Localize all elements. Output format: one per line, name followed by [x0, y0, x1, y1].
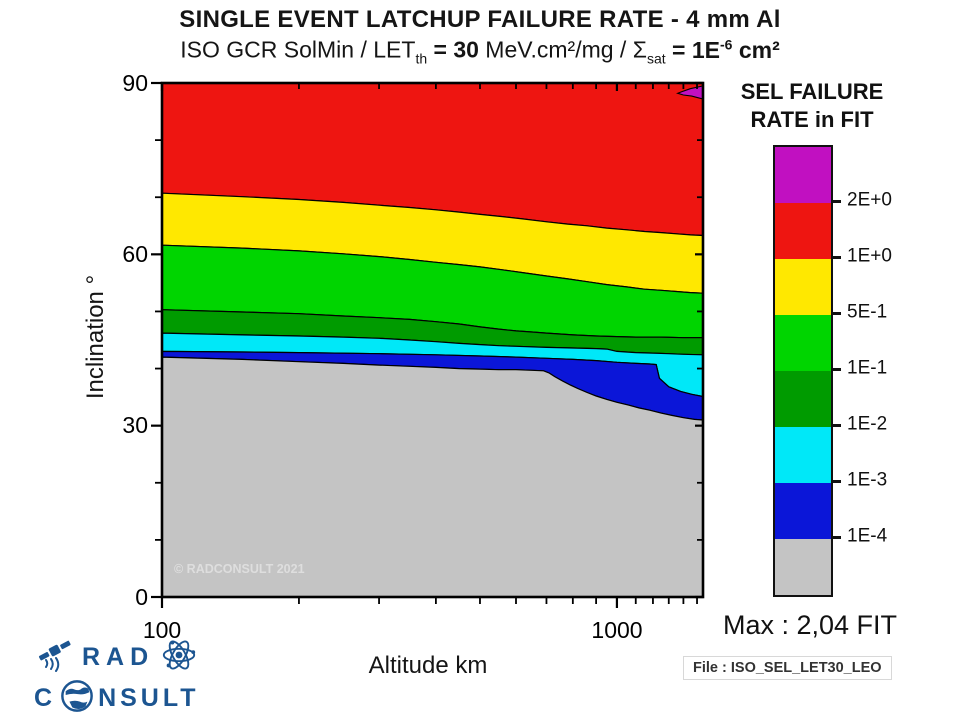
x-axis-title: Altitude km: [368, 652, 488, 679]
legend-tick-label: 1E+0: [847, 245, 892, 267]
contour-region-over-max: [676, 85, 704, 100]
x-tick-label-100: 100: [143, 617, 181, 643]
subtitle-sigma-value: = 1E: [665, 36, 720, 63]
subtitle-sub-sat: sat: [646, 50, 666, 67]
legend-tick-labels: 2E+0 1E+0 5E-1 1E-1 1E-2 1E-3 1E-4: [831, 145, 921, 595]
legend-tick-label: 2E+0: [847, 189, 892, 211]
file-name-box: File : ISO_SEL_LET30_LEO: [683, 656, 892, 680]
legend-segment-2: [775, 259, 831, 315]
legend-tick-mark: [831, 480, 841, 483]
max-value-note: Max : 2,04 FIT: [722, 610, 898, 640]
legend-tick-mark: [831, 312, 841, 315]
y-axis-title: Inclination °: [82, 274, 109, 400]
chart-title: SINGLE EVENT LATCHUP FAILURE RATE - 4 mm…: [179, 6, 781, 33]
logo-word-rad: RAD: [82, 643, 155, 671]
globe-icon: [60, 679, 94, 718]
x-tick-label-1000: 1000: [591, 617, 642, 643]
contour-plot: 90 60 30 0 100 1000 © RADCONSULT 2021: [122, 70, 705, 643]
legend-segment-5: [775, 427, 831, 483]
contour-band-below-1E-4: [161, 356, 704, 598]
legend-title-line1: SEL FAILURE: [740, 79, 884, 104]
legend-tick-mark: [831, 200, 841, 203]
subtitle-text: ISO GCR SolMin / LET: [180, 36, 416, 63]
legend-tick-label: 1E-4: [847, 525, 888, 547]
legend-segment-3: [775, 315, 831, 371]
legend-colorbar: [773, 145, 833, 597]
y-tick-label-30: 30: [122, 412, 148, 438]
chart-subtitle: ISO GCR SolMin / LETth = 30 MeV.cm²/mg /…: [0, 36, 960, 66]
legend-tick-mark: [831, 256, 841, 259]
logo-word-consult-c: C: [34, 684, 57, 712]
logo-word-consult-rest: NSULT: [98, 684, 200, 712]
legend-segment-6: [775, 483, 831, 539]
satellite-icon: [34, 638, 76, 677]
y-tick-label-0: 0: [135, 584, 148, 610]
subtitle-sigma-unit: cm²: [732, 36, 780, 63]
contour-bands: [161, 82, 704, 598]
legend-tick-label: 1E-1: [847, 357, 888, 379]
y-tick-label-90: 90: [122, 70, 148, 96]
watermark: © RADCONSULT 2021: [174, 562, 305, 576]
legend-tick-mark: [831, 424, 841, 427]
legend-segment-4: [775, 371, 831, 427]
subtitle-let-value: = 30: [427, 36, 479, 63]
legend-segment-7: [775, 539, 831, 595]
legend-segment-0: [775, 147, 831, 203]
logo-row-2: C NSULT: [34, 679, 200, 718]
legend-title: SEL FAILURE RATE in FIT: [712, 78, 912, 134]
logo-row-1: RAD: [34, 636, 200, 679]
legend-tick-label: 5E-1: [847, 301, 888, 323]
atom-icon: [160, 636, 198, 679]
legend-tick-mark: [831, 536, 841, 539]
legend-segment-1: [775, 203, 831, 259]
subtitle-sub-th: th: [415, 50, 428, 67]
radconsult-logo: RAD C: [34, 636, 200, 718]
subtitle-exp: -6: [719, 36, 733, 52]
legend-tick-mark: [831, 368, 841, 371]
subtitle-units: MeV.cm²/mg / Σ: [478, 36, 647, 63]
plot-frame: [160, 81, 705, 599]
legend-tick-label: 1E-3: [847, 469, 888, 491]
legend-tick-label: 1E-2: [847, 413, 888, 435]
y-tick-label-60: 60: [122, 241, 148, 267]
legend-title-line2: RATE in FIT: [750, 107, 874, 132]
